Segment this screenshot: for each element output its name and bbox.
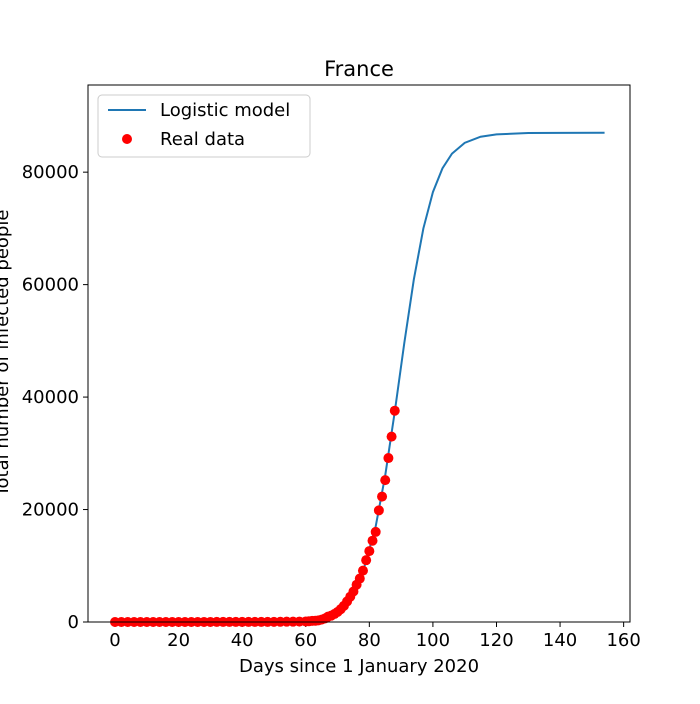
x-tick-label: 160 <box>606 630 640 651</box>
scatter-point <box>361 555 372 566</box>
x-tick-label: 60 <box>294 630 317 651</box>
scatter-point <box>357 565 368 576</box>
y-tick-label: 40000 <box>22 387 79 408</box>
scatter-point <box>377 491 388 502</box>
chart-title: France <box>324 57 394 81</box>
y-tick-label: 20000 <box>22 500 79 521</box>
scatter-point <box>383 453 394 464</box>
x-tick-label: 80 <box>358 630 381 651</box>
scatter-point <box>370 526 381 537</box>
legend-box <box>97 94 311 158</box>
scatter-point <box>354 573 365 584</box>
y-tick-label: 80000 <box>22 162 79 183</box>
x-tick-label: 20 <box>167 630 190 651</box>
legend-marker <box>122 134 132 144</box>
y-tick-label: 60000 <box>22 275 79 296</box>
x-tick-label: 100 <box>416 630 450 651</box>
scatter-point <box>380 475 391 486</box>
x-axis-label: Days since 1 January 2020 <box>239 656 479 677</box>
legend-label: Real data <box>160 129 245 150</box>
x-tick-label: 0 <box>109 630 120 651</box>
scatter-point <box>389 405 400 416</box>
plot-frame <box>87 84 631 623</box>
scatter-point <box>386 431 397 442</box>
legend-label: Logistic model <box>160 100 290 121</box>
y-axis-label: Total number of infected people <box>0 210 13 498</box>
y-tick-label: 0 <box>68 612 79 633</box>
scatter-point <box>367 535 378 546</box>
scatter-point <box>373 505 384 516</box>
x-tick-label: 140 <box>543 630 577 651</box>
x-tick-label: 120 <box>479 630 513 651</box>
scatter-point <box>364 546 375 557</box>
x-tick-label: 40 <box>231 630 254 651</box>
